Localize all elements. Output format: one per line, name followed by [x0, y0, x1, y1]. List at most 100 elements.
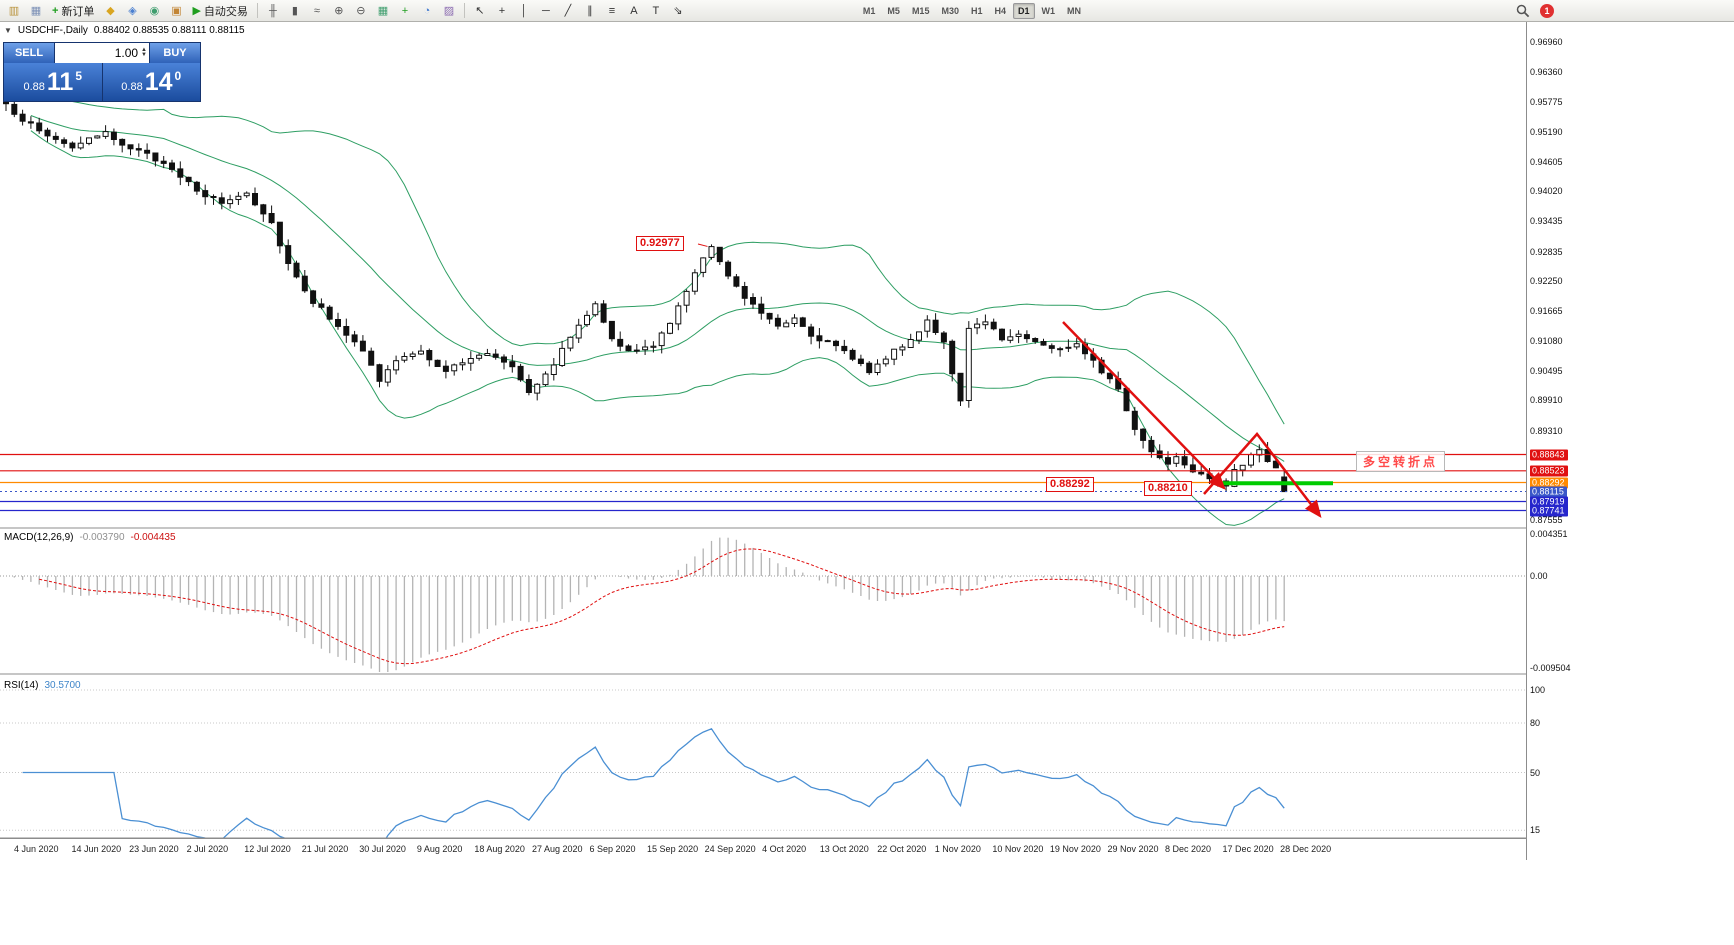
navigator-icon[interactable]: ◉: [149, 5, 160, 17]
date-label: 19 Nov 2020: [1049, 844, 1101, 854]
candle: [368, 350, 375, 366]
candle: [1032, 338, 1039, 342]
label-icon[interactable]: T: [652, 4, 660, 17]
line-chart-icon[interactable]: ≈: [313, 4, 320, 17]
spinner-up-icon[interactable]: ▲: [141, 47, 147, 53]
candle: [940, 332, 947, 343]
trendline-icon[interactable]: ╱: [564, 5, 572, 17]
notification-badge[interactable]: 1: [1540, 4, 1554, 18]
zoom-out-icon[interactable]: ⊖: [356, 5, 366, 17]
timeframe-button-M1[interactable]: M1: [862, 5, 876, 16]
autotrade-play-icon: ▶: [192, 5, 201, 17]
volume-spinner[interactable]: ▲ ▼: [141, 47, 147, 58]
candle: [110, 131, 117, 140]
axis-price-badge: 0.87741: [1530, 505, 1568, 517]
date-label: 23 Jun 2020: [129, 844, 179, 854]
ask-pip-digit: 0: [174, 69, 182, 83]
axis-macd-label: 0.004351: [1530, 528, 1568, 539]
candle: [202, 190, 209, 198]
axis-price-badge: 0.88292: [1530, 477, 1568, 489]
arrows-icon[interactable]: ⇘: [673, 5, 683, 17]
candle: [169, 162, 175, 170]
macd-signal-value: -0.004435: [130, 532, 176, 543]
candle: [1181, 456, 1188, 466]
data-window-icon[interactable]: ◈: [128, 5, 137, 17]
candle: [293, 262, 300, 278]
turning-point-label[interactable]: 多空转折点: [1356, 451, 1446, 472]
candle: [193, 181, 200, 192]
trend-arrow[interactable]: [1203, 432, 1322, 518]
axis-price-label: 0.94605: [1530, 156, 1563, 167]
search-icon[interactable]: [1512, 2, 1534, 20]
date-label: 27 Aug 2020: [531, 844, 583, 854]
candle: [119, 138, 126, 146]
timeframe-button-H1[interactable]: H1: [970, 5, 983, 16]
cursor-icon[interactable]: ↖: [475, 5, 485, 17]
date-label: 28 Dec 2020: [1280, 844, 1332, 854]
candlestick-chart-icon[interactable]: ▮: [291, 5, 298, 17]
candle: [268, 213, 275, 224]
candle: [451, 364, 458, 372]
terminal-icon[interactable]: ▣: [171, 5, 182, 17]
candle: [359, 340, 366, 352]
candle: [517, 365, 524, 381]
buy-price[interactable]: 0.88 14 0: [103, 63, 201, 101]
one-click-toggle-icon[interactable]: ▼: [4, 26, 12, 35]
market-watch-icon[interactable]: ◆: [106, 5, 115, 17]
price-callout-support[interactable]: 0.88292: [1046, 477, 1094, 492]
macd-main-value: -0.003790: [79, 532, 125, 543]
candle: [924, 319, 931, 332]
text-icon[interactable]: A: [630, 4, 638, 17]
autotrade-button[interactable]: ▶ 自动交易: [187, 2, 252, 20]
fibonacci-icon[interactable]: ≡: [608, 4, 616, 17]
vertical-line-icon[interactable]: │: [520, 4, 528, 17]
timeframe-button-H4[interactable]: H4: [994, 5, 1006, 16]
tile-windows-icon[interactable]: ▦: [30, 5, 42, 17]
price-callout-peak[interactable]: 0.92977: [636, 236, 684, 251]
timeframe-button-MN[interactable]: MN: [1067, 5, 1082, 16]
candle: [77, 142, 84, 149]
date-label: 12 Jul 2020: [244, 844, 291, 854]
spinner-down-icon[interactable]: ▼: [141, 52, 147, 58]
timeframe-button-M15[interactable]: M15: [911, 5, 930, 16]
candle: [675, 305, 682, 325]
trend-arrow[interactable]: [1062, 321, 1226, 490]
price-callout-low[interactable]: 0.88210: [1144, 481, 1192, 496]
sell-price[interactable]: 0.88 11 5: [4, 63, 103, 101]
candle: [276, 221, 283, 247]
rsi-name: RSI(14): [4, 680, 39, 691]
macd-label: MACD(12,26,9) -0.003790 -0.004435: [4, 532, 176, 543]
candle: [401, 356, 408, 361]
timeframe-button-M30[interactable]: M30: [941, 5, 959, 16]
axis-price-label: 0.96960: [1530, 37, 1563, 47]
new-order-button[interactable]: + 新订单: [47, 2, 99, 20]
volume-input[interactable]: 1.00 ▲ ▼: [54, 43, 150, 63]
indicators-icon[interactable]: +: [401, 4, 409, 17]
candle: [766, 312, 773, 320]
axis-price-badge: 0.88523: [1530, 465, 1568, 477]
sell-button[interactable]: SELL: [4, 43, 54, 63]
periods-clock-icon[interactable]: ◔: [423, 4, 431, 17]
bollinger-lower-line: [30, 130, 1285, 526]
buy-button[interactable]: BUY: [150, 43, 200, 63]
tile-grid-icon[interactable]: ▦: [377, 5, 389, 17]
timeframe-button-W1[interactable]: W1: [1041, 5, 1056, 16]
zoom-in-icon[interactable]: ⊕: [334, 5, 344, 17]
candle: [642, 346, 649, 351]
channel-icon[interactable]: ∥: [587, 5, 593, 17]
timeframe-button-M5[interactable]: M5: [887, 5, 900, 16]
candle: [243, 192, 250, 197]
candle: [442, 365, 449, 372]
candle: [492, 353, 499, 358]
candle: [791, 317, 798, 324]
candle: [301, 275, 308, 292]
one-click-trading-panel: SELL 1.00 ▲ ▼ BUY 0.88 11 5 0.88 14 0: [3, 42, 201, 102]
new-chart-icon[interactable]: ▥: [8, 5, 20, 17]
templates-icon[interactable]: ▨: [443, 5, 455, 17]
candle: [841, 345, 848, 352]
timeframe-button-D1[interactable]: D1: [1013, 2, 1035, 19]
crosshair-icon[interactable]: +: [498, 4, 506, 17]
bar-chart-icon[interactable]: ╫: [269, 4, 277, 17]
candle: [725, 261, 732, 277]
horizontal-line-icon[interactable]: ─: [542, 4, 550, 17]
